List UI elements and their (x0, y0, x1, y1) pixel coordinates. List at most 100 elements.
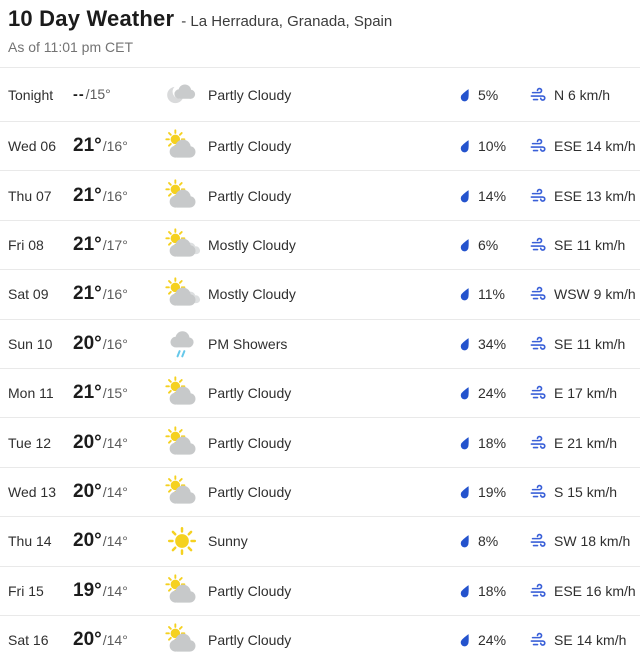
drop-icon (458, 533, 473, 550)
wind-icon (530, 583, 547, 599)
high-temp: 20° (73, 480, 102, 502)
high-temp: 20° (73, 530, 102, 552)
high-temp: 21° (73, 184, 102, 206)
temp-separator: / (85, 86, 90, 102)
temp-separator: / (102, 236, 107, 253)
forecast-row[interactable]: Fri 15 19°/14° Partly Cloudy 18% ESE 16 … (0, 566, 640, 616)
precipitation-value: 10% (478, 138, 507, 155)
temp-separator: / (102, 632, 107, 649)
temp-separator: / (102, 335, 107, 352)
drop-icon (458, 483, 473, 500)
wind-icon (530, 533, 547, 549)
wind-icon (530, 237, 547, 253)
precipitation-cell: 14% (460, 188, 530, 204)
temp-separator: / (102, 286, 107, 303)
forecast-row[interactable]: Wed 13 20°/14° Partly Cloudy 19% S 15 km… (0, 467, 640, 518)
forecast-row[interactable]: Wed 06 21°/16° Partly Cloudy 10% ESE 14 … (0, 122, 640, 172)
weather-condition-icon (163, 127, 201, 165)
high-temp: 21° (73, 233, 102, 255)
precipitation-value: 5% (478, 86, 499, 103)
wind-cell: WSW 9 km/h (530, 286, 636, 302)
low-temp: 14° (106, 483, 128, 500)
forecast-row[interactable]: Sun 10 20°/16° PM Showers 34% SE 11 km/h (0, 319, 640, 369)
condition-label: Partly Cloudy (208, 483, 292, 500)
condition-label: Partly Cloudy (208, 582, 292, 599)
high-temp: 20° (73, 629, 102, 651)
wind-cell: E 21 km/h (530, 435, 632, 451)
forecast-row[interactable]: Mon 11 21°/15° Partly Cloudy 24% E 17 km… (0, 368, 640, 419)
condition-label: PM Showers (208, 335, 288, 352)
wind-cell: ESE 14 km/h (530, 138, 636, 154)
precipitation-cell: 11% (460, 286, 530, 302)
precipitation-value: 19% (478, 483, 507, 500)
temperature-range: 21°/16° (73, 135, 163, 157)
temperature-range: 20°/14° (73, 432, 163, 454)
weather-condition-icon (163, 275, 201, 313)
temperature-range: 20°/14° (73, 481, 163, 503)
wind-value: E 17 km/h (554, 385, 618, 402)
day-label: Tue 12 (8, 434, 52, 451)
forecast-row[interactable]: Sat 16 20°/14° Partly Cloudy 24% SE 14 k… (0, 615, 640, 652)
wind-icon (530, 188, 547, 204)
forecast-row[interactable]: Tue 12 20°/14° Partly Cloudy 18% E 21 km… (0, 418, 640, 468)
wind-icon (530, 484, 547, 500)
forecast-row[interactable]: Thu 07 21°/16° Partly Cloudy 14% ESE 13 … (0, 171, 640, 221)
page-title: 10 Day Weather (8, 6, 175, 31)
wind-cell: ESE 16 km/h (530, 583, 636, 599)
low-temp: 17° (106, 236, 128, 253)
day-label: Wed 06 (8, 138, 56, 155)
weather-condition-icon (163, 424, 201, 462)
day-label: Thu 14 (8, 533, 52, 550)
wind-cell: SE 11 km/h (530, 237, 632, 253)
drop-icon (458, 237, 473, 254)
low-temp: 14° (106, 434, 128, 451)
precipitation-value: 6% (478, 236, 499, 253)
high-temp: 21° (73, 283, 102, 305)
temp-separator: / (102, 187, 107, 204)
temperature-range: 20°/16° (73, 333, 163, 355)
temperature-range: 21°/16° (73, 185, 163, 207)
precipitation-cell: 24% (460, 385, 530, 401)
wind-icon (530, 435, 547, 451)
forecast-row[interactable]: Thu 14 20°/14° Sunny 8% SW 18 km/h (0, 517, 640, 567)
wind-value: SE 11 km/h (554, 335, 626, 352)
high-temp: 20° (73, 332, 102, 354)
precipitation-cell: 18% (460, 583, 530, 599)
wind-value: N 6 km/h (554, 86, 611, 103)
precipitation-value: 18% (478, 582, 507, 599)
high-temp: 21° (73, 135, 102, 157)
forecast-row[interactable]: Sat 09 21°/16° Mostly Cloudy 11% WSW 9 k… (0, 270, 640, 320)
wind-cell: N 6 km/h (530, 87, 632, 103)
drop-icon (458, 187, 473, 204)
temp-separator: / (102, 434, 107, 451)
day-label: Thu 07 (8, 187, 52, 204)
temp-separator: / (102, 582, 107, 599)
condition-label: Partly Cloudy (208, 632, 292, 649)
low-temp: 16° (106, 138, 128, 155)
drop-icon (458, 335, 473, 352)
temperature-range: 19°/14° (73, 580, 163, 602)
forecast-row[interactable]: Fri 08 21°/17° Mostly Cloudy 6% SE 11 km… (0, 220, 640, 271)
weather-condition-icon (163, 325, 201, 363)
forecast-row-tonight[interactable]: Tonight --/15° Partly Cloudy 5% N 6 km/h (0, 68, 640, 122)
temp-separator: / (102, 138, 107, 155)
temp-separator: / (102, 483, 107, 500)
condition-label: Partly Cloudy (208, 138, 292, 155)
wind-icon (530, 286, 547, 302)
wind-value: SE 14 km/h (554, 632, 627, 649)
weather-condition-icon (163, 76, 201, 114)
precipitation-value: 34% (478, 335, 507, 352)
low-temp: 15° (89, 86, 111, 102)
weather-condition-icon (163, 177, 201, 215)
precipitation-value: 18% (478, 434, 507, 451)
precipitation-cell: 5% (460, 87, 530, 103)
as-of-timestamp: As of 11:01 pm CET (8, 39, 134, 55)
precipitation-cell: 18% (460, 435, 530, 451)
low-temp: 16° (106, 286, 128, 303)
weather-condition-icon (163, 522, 201, 560)
precipitation-value: 24% (478, 385, 507, 402)
condition-label: Mostly Cloudy (208, 236, 296, 253)
wind-cell: SW 18 km/h (530, 533, 632, 549)
forecast-table: Tonight --/15° Partly Cloudy 5% N 6 km/h… (0, 68, 640, 652)
